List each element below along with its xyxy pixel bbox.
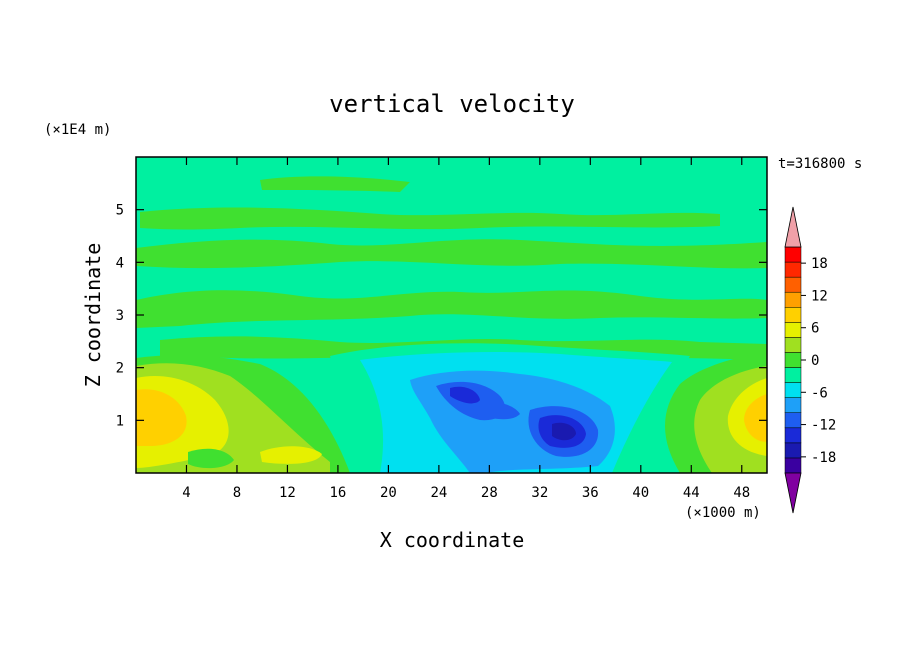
colorbar-tick-label: 18 xyxy=(811,256,828,272)
x-tick-label: 44 xyxy=(683,485,700,501)
colorbar-under-triangle xyxy=(784,472,802,514)
colorbar-tick-label: -6 xyxy=(811,385,828,401)
colorbar-tick-label: -18 xyxy=(811,450,836,466)
x-tick-label: 24 xyxy=(430,485,447,501)
y-tick-label: 1 xyxy=(116,413,124,429)
colorbar-band xyxy=(784,337,802,353)
x-tick-label: 32 xyxy=(531,485,548,501)
colorbar-band xyxy=(784,291,802,308)
x-tick-label: 16 xyxy=(329,485,346,501)
y-tick-label: 4 xyxy=(116,255,124,271)
colorbar-tick-label: 12 xyxy=(811,288,828,304)
x-tick-label: 8 xyxy=(233,485,241,501)
y-tick-label: 5 xyxy=(116,203,124,219)
colorbar-band xyxy=(784,322,802,338)
colorbar-band xyxy=(784,276,802,293)
x-tick-label: 28 xyxy=(481,485,498,501)
time-label: t=316800 s xyxy=(778,156,862,172)
colorbar: 18 12 6 0 -6 -12 -18 xyxy=(784,206,836,514)
x-tick-label: 4 xyxy=(182,485,190,501)
colorbar-band xyxy=(784,261,802,278)
x-unit-label: (×1000 m) xyxy=(685,505,761,521)
colorbar-band xyxy=(784,382,802,398)
x-tick-label: 36 xyxy=(582,485,599,501)
x-tick-label: 40 xyxy=(632,485,649,501)
colorbar-band xyxy=(784,457,802,474)
colorbar-tick-label: 0 xyxy=(811,353,819,369)
x-tick-label: 48 xyxy=(733,485,750,501)
y-axis-ticks: 1 2 3 4 5 xyxy=(116,203,767,429)
x-axis-ticks: 4 8 12 16 20 24 28 32 36 40 44 48 xyxy=(182,157,750,501)
x-tick-label: 20 xyxy=(380,485,397,501)
y-unit-label: (×1E4 m) xyxy=(44,122,111,138)
colorbar-band xyxy=(784,352,802,368)
colorbar-tick-label: 6 xyxy=(811,321,819,337)
colorbar-over-triangle xyxy=(784,206,802,248)
colorbar-band xyxy=(784,427,802,444)
chart-title: vertical velocity xyxy=(329,90,575,118)
y-tick-label: 2 xyxy=(116,361,124,377)
colorbar-band xyxy=(784,442,802,459)
y-tick-label: 3 xyxy=(116,308,124,324)
colorbar-tick-label: -12 xyxy=(811,418,836,434)
colorbar-band xyxy=(784,412,802,429)
x-axis-label: X coordinate xyxy=(380,528,525,552)
x-tick-label: 12 xyxy=(279,485,296,501)
colorbar-band xyxy=(784,246,802,263)
colorbar-band xyxy=(784,367,802,383)
colorbar-band xyxy=(784,397,802,413)
y-axis-label: Z coordinate xyxy=(81,243,105,388)
colorbar-band xyxy=(784,307,802,323)
contour-field xyxy=(136,157,767,473)
